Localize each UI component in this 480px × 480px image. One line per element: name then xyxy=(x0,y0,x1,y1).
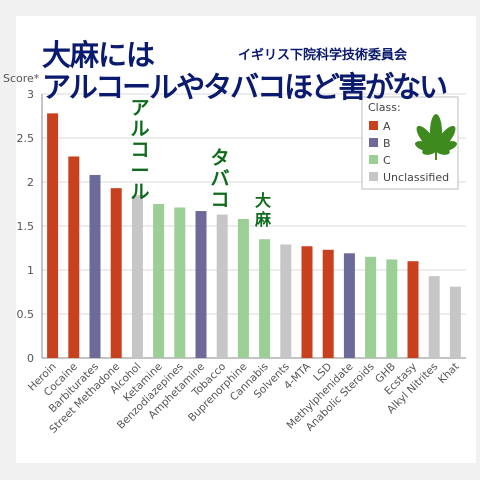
bar-heroin xyxy=(47,113,59,358)
callout-alcohol: アルコール xyxy=(130,97,150,203)
y-tick-label: 0.5 xyxy=(17,308,35,321)
bar-solvents xyxy=(280,244,292,358)
bar-anabolic-steroids xyxy=(365,256,377,358)
legend-swatch xyxy=(369,138,378,147)
y-tick-label: 2 xyxy=(27,176,34,189)
y-tick-label: 1 xyxy=(27,264,34,277)
legend-swatch xyxy=(369,155,378,164)
bar-barbiturates xyxy=(89,174,101,358)
cannabis-leaf-icon xyxy=(414,114,458,160)
legend-entry-label: A xyxy=(383,120,391,133)
bar-methylphenidate xyxy=(343,253,355,358)
bar-alkyl-nitrites xyxy=(428,276,440,358)
bar-lsd xyxy=(322,249,334,358)
bar-4-mta xyxy=(301,246,313,358)
y-axis-label: Score* xyxy=(3,72,40,85)
callout-cannabis: 大麻 xyxy=(254,191,271,229)
headline-line-2: アルコールやタバコほど害がない xyxy=(42,70,448,104)
legend-entry-label: B xyxy=(383,137,391,150)
x-tick-label: Khat xyxy=(436,361,462,387)
bar-ghb xyxy=(386,259,398,358)
bar-ketamine xyxy=(153,204,165,358)
y-tick-label: 0 xyxy=(27,352,34,365)
bar-khat xyxy=(449,286,461,358)
bar-buprenorphine xyxy=(237,218,249,358)
legend-title: Class: xyxy=(368,101,401,114)
bar-cocaine xyxy=(68,156,80,358)
y-tick-label: 2.5 xyxy=(17,132,35,145)
legend-entry-label: Unclassified xyxy=(383,171,449,184)
source-committee-label: イギリス下院科学技術委員会 xyxy=(238,48,408,63)
bar-ecstasy xyxy=(407,261,419,358)
legend-swatch xyxy=(369,172,378,181)
headline-line-1: 大麻には xyxy=(42,38,155,72)
legend-entry-label: C xyxy=(383,154,391,167)
legend-swatch xyxy=(369,121,378,130)
bar-cannabis xyxy=(259,239,271,358)
y-tick-label: 1.5 xyxy=(17,220,35,233)
bar-tobacco xyxy=(216,214,228,358)
callout-tobacco: タバコ xyxy=(210,147,230,211)
bar-benzodiazepines xyxy=(174,207,186,358)
y-tick-label: 3 xyxy=(27,88,34,101)
bar-amphetamine xyxy=(195,211,207,358)
bar-street-methadone xyxy=(110,188,122,358)
bar-alcohol xyxy=(131,195,143,358)
